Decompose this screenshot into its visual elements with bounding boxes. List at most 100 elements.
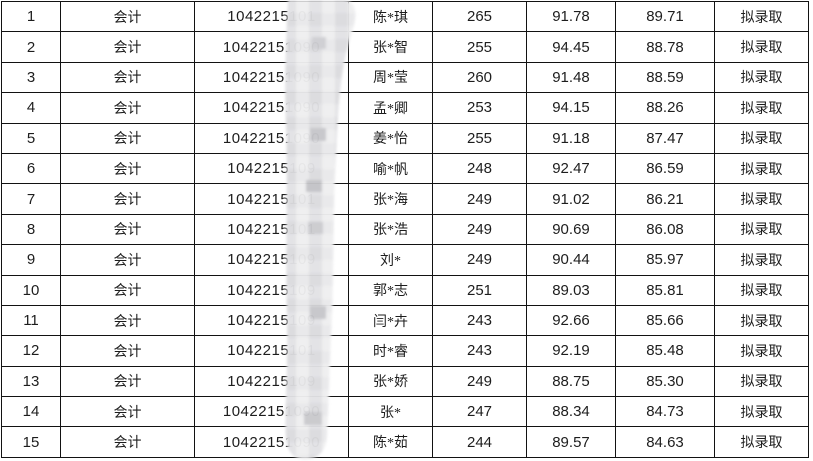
cell-rank: 4 (1, 92, 61, 124)
cell-admission-status: 拟录取 (714, 396, 809, 428)
cell-admission-status: 拟录取 (714, 335, 809, 367)
cell-admission-status: 拟录取 (714, 122, 809, 154)
cell-initial-score: 253 (432, 92, 527, 124)
cell-admission-status: 拟录取 (714, 244, 809, 276)
cell-admission-status: 拟录取 (714, 304, 809, 337)
cell-name: 张*智 (348, 31, 433, 63)
cell-major: 会计 (60, 31, 195, 63)
cell-name: 张*娇 (348, 365, 433, 398)
cell-initial-score: 265 (432, 0, 527, 33)
cell-initial-score: 249 (432, 365, 527, 398)
cell-candidate-id: 1042215109 (194, 304, 349, 337)
cell-total-score: 85.81 (615, 274, 715, 306)
table-row: 5 会计 10422151090 姜*怡 255 91.18 87.47 拟录取 (1, 122, 809, 154)
table-row: 2 会计 10422151090 张*智 255 94.45 88.78 拟录取 (1, 31, 809, 63)
cell-total-score: 87.47 (615, 122, 715, 154)
cell-candidate-id: 1042215101 (194, 0, 349, 33)
cell-name: 闫*卉 (348, 304, 433, 337)
cell-retest-score: 91.02 (526, 183, 616, 215)
cell-retest-score: 92.47 (526, 152, 616, 185)
cell-candidate-id: 1042215109 (194, 274, 349, 306)
cell-major: 会计 (60, 92, 195, 124)
cell-candidate-id: 10422151090 (194, 122, 349, 154)
cell-admission-status: 拟录取 (714, 152, 809, 185)
cell-initial-score: 243 (432, 304, 527, 337)
cell-major: 会计 (60, 274, 195, 306)
cell-candidate-id: 1042215101 (194, 335, 349, 367)
cell-candidate-id: 1042215109 (194, 244, 349, 276)
table-row: 9 会计 1042215109 刘* 249 90.44 85.97 拟录取 (1, 244, 809, 276)
cell-retest-score: 89.57 (526, 426, 616, 458)
cell-admission-status: 拟录取 (714, 426, 809, 458)
cell-retest-score: 91.18 (526, 122, 616, 154)
cell-retest-score: 92.66 (526, 304, 616, 337)
cell-major: 会计 (60, 365, 195, 398)
cell-name: 陈*琪 (348, 0, 433, 33)
cell-name: 郭*志 (348, 274, 433, 306)
cell-name: 陈*茹 (348, 426, 433, 458)
cell-candidate-id: 10422151090 (194, 426, 349, 458)
table-row: 12 会计 1042215101 时*睿 243 92.19 85.48 拟录取 (1, 335, 809, 367)
cell-rank: 7 (1, 183, 61, 215)
cell-rank: 2 (1, 31, 61, 63)
cell-initial-score: 248 (432, 152, 527, 185)
table-row: 6 会计 1042215109 喻*帆 248 92.47 86.59 拟录取 (1, 152, 809, 185)
cell-rank: 11 (1, 304, 61, 337)
cell-rank: 13 (1, 365, 61, 398)
cell-retest-score: 91.48 (526, 61, 616, 94)
cell-name: 张*浩 (348, 213, 433, 246)
cell-initial-score: 251 (432, 274, 527, 306)
table-row: 15 会计 10422151090 陈*茹 244 89.57 84.63 拟录取 (1, 426, 809, 458)
cell-name: 孟*卿 (348, 92, 433, 124)
cell-retest-score: 90.69 (526, 213, 616, 246)
cell-total-score: 84.73 (615, 396, 715, 428)
cell-total-score: 89.71 (615, 0, 715, 33)
cell-initial-score: 255 (432, 122, 527, 154)
cell-initial-score: 249 (432, 244, 527, 276)
table-row: 11 会计 1042215109 闫*卉 243 92.66 85.66 拟录取 (1, 304, 809, 337)
cell-candidate-id: 1042215109 (194, 365, 349, 398)
cell-initial-score: 249 (432, 183, 527, 215)
cell-rank: 9 (1, 244, 61, 276)
cell-retest-score: 88.75 (526, 365, 616, 398)
table-row: 7 会计 1042215101 张*海 249 91.02 86.21 拟录取 (1, 183, 809, 215)
cell-admission-status: 拟录取 (714, 92, 809, 124)
cell-major: 会计 (60, 426, 195, 458)
cell-retest-score: 88.34 (526, 396, 616, 428)
cell-name: 姜*怡 (348, 122, 433, 154)
cell-rank: 12 (1, 335, 61, 367)
cell-initial-score: 243 (432, 335, 527, 367)
cell-rank: 14 (1, 396, 61, 428)
cell-candidate-id: 1042215101 (194, 183, 349, 215)
cell-candidate-id: 10422151090 (194, 61, 349, 94)
cell-admission-status: 拟录取 (714, 213, 809, 246)
cell-total-score: 86.59 (615, 152, 715, 185)
table-row: 13 会计 1042215109 张*娇 249 88.75 85.30 拟录取 (1, 365, 809, 398)
cell-major: 会计 (60, 213, 195, 246)
cell-total-score: 85.30 (615, 365, 715, 398)
cell-admission-status: 拟录取 (714, 31, 809, 63)
cell-total-score: 88.26 (615, 92, 715, 124)
cell-major: 会计 (60, 396, 195, 428)
cell-retest-score: 91.78 (526, 0, 616, 33)
cell-candidate-id: 1042215109 (194, 152, 349, 185)
cell-total-score: 88.78 (615, 31, 715, 63)
cell-candidate-id: 10422151090 (194, 396, 349, 428)
cell-rank: 8 (1, 213, 61, 246)
cell-initial-score: 255 (432, 31, 527, 63)
cell-name: 周*莹 (348, 61, 433, 94)
cell-retest-score: 94.45 (526, 31, 616, 63)
cell-total-score: 86.08 (615, 213, 715, 246)
cell-total-score: 85.97 (615, 244, 715, 276)
cell-initial-score: 249 (432, 213, 527, 246)
table-row: 8 会计 1042215101 张*浩 249 90.69 86.08 拟录取 (1, 213, 809, 246)
table-row: 1 会计 1042215101 陈*琪 265 91.78 89.71 拟录取 (1, 0, 809, 33)
table-row: 4 会计 10422151090 孟*卿 253 94.15 88.26 拟录取 (1, 92, 809, 124)
cell-retest-score: 90.44 (526, 244, 616, 276)
cell-rank: 1 (1, 0, 61, 33)
cell-name: 喻*帆 (348, 152, 433, 185)
cell-rank: 15 (1, 426, 61, 458)
cell-initial-score: 244 (432, 426, 527, 458)
